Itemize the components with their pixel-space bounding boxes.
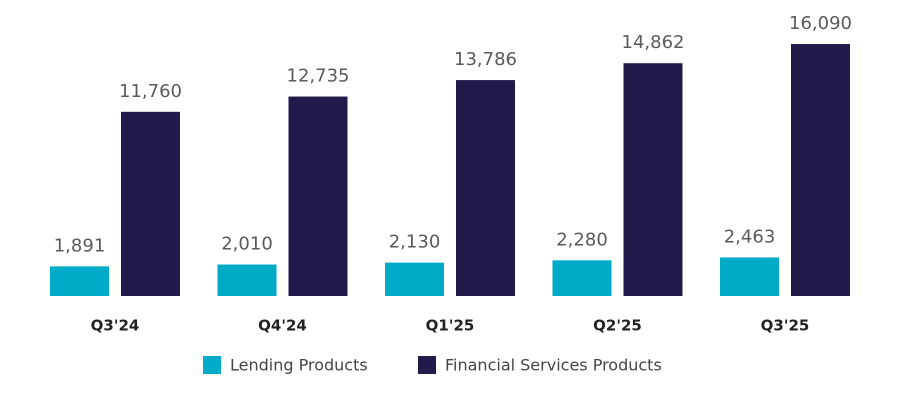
bar (456, 80, 515, 296)
x-tick-label: Q1'25 (426, 317, 475, 335)
value-label: 12,735 (287, 66, 350, 87)
bar (385, 262, 444, 296)
legend-label: Lending Products (230, 356, 368, 375)
x-tick-label: Q3'24 (91, 317, 140, 335)
bar (121, 111, 180, 296)
value-label: 1,891 (54, 235, 106, 256)
bar (217, 264, 277, 296)
value-label: 13,786 (454, 49, 517, 70)
bar (720, 257, 779, 296)
value-label: 16,090 (789, 13, 852, 34)
value-label: 14,862 (622, 32, 685, 53)
value-label: 2,280 (556, 229, 608, 250)
value-label: 11,760 (119, 81, 182, 102)
legend-swatch (418, 356, 436, 374)
value-label: 2,010 (221, 234, 273, 255)
legend-swatch (203, 356, 221, 374)
value-label: 2,130 (389, 232, 441, 253)
bar (50, 266, 109, 296)
bar (623, 63, 683, 296)
x-tick-label: Q4'24 (258, 317, 307, 335)
value-label: 2,463 (724, 226, 776, 247)
bar (288, 96, 348, 296)
bar (552, 260, 612, 296)
bar (791, 44, 850, 296)
legend-label: Financial Services Products (445, 356, 662, 375)
x-tick-label: Q2'25 (593, 317, 642, 335)
x-tick-label: Q3'25 (761, 317, 810, 335)
